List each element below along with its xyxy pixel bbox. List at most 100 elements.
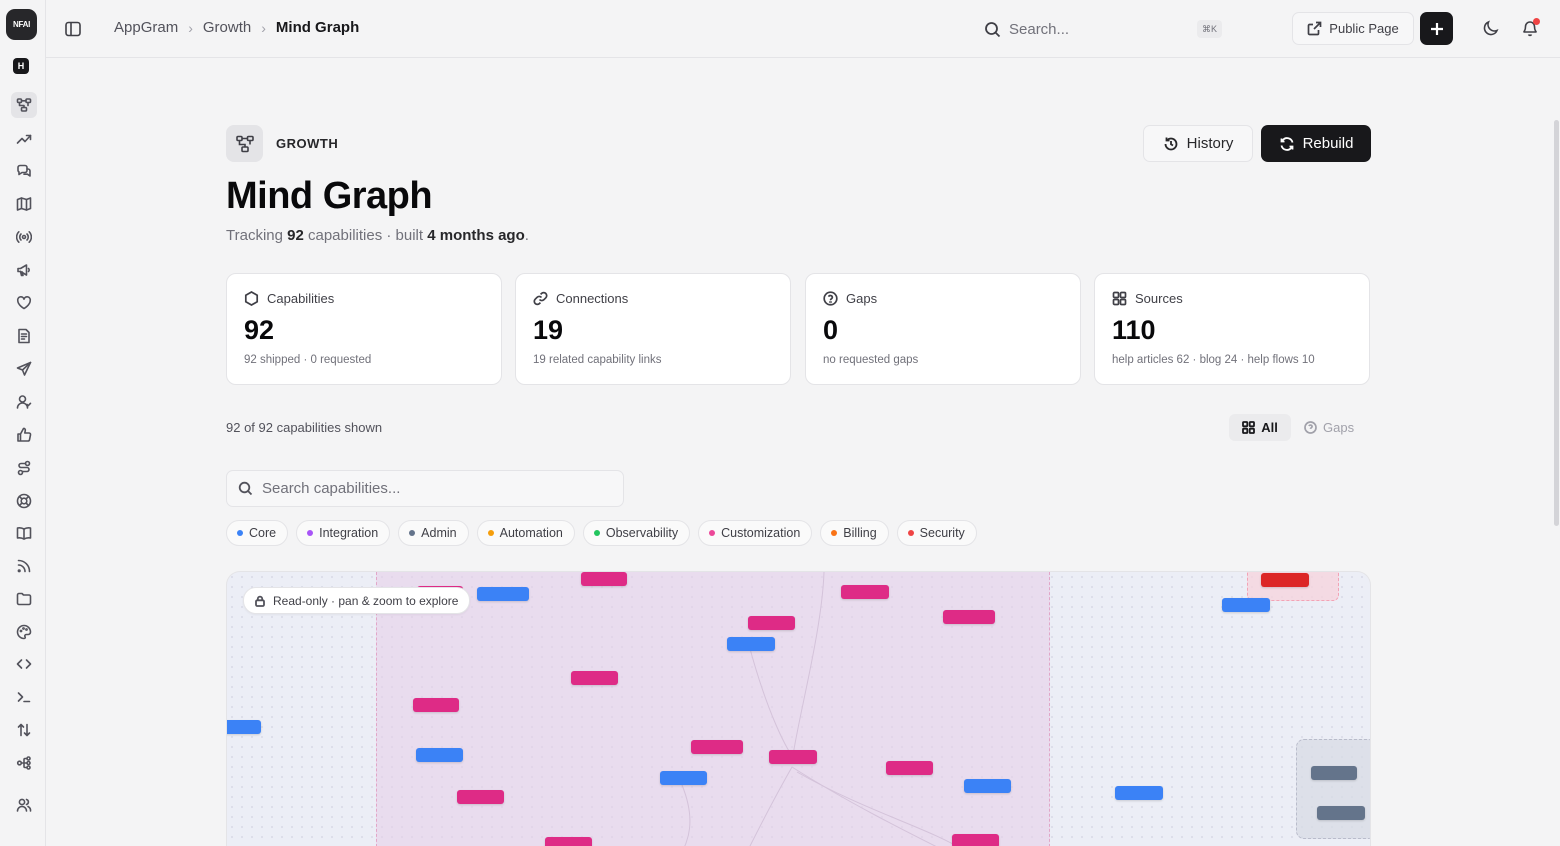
stat-label: Connections xyxy=(556,291,629,306)
graph-node[interactable] xyxy=(727,637,775,651)
support-icon[interactable] xyxy=(11,488,37,514)
graph-node[interactable] xyxy=(1261,573,1309,587)
section-label: GROWTH xyxy=(276,136,339,151)
graph-node[interactable] xyxy=(416,748,463,762)
graph-node[interactable] xyxy=(1317,806,1365,820)
dot-icon xyxy=(831,530,838,536)
graph-node[interactable] xyxy=(748,616,795,630)
sidebar-toggle-icon[interactable] xyxy=(64,20,82,38)
graph-node[interactable] xyxy=(571,671,618,685)
graph-node[interactable] xyxy=(227,720,261,734)
roadmap-icon[interactable] xyxy=(11,191,37,217)
graph-node[interactable] xyxy=(660,771,707,785)
top-bar: AppGram › Growth › Mind Graph xyxy=(46,0,1560,58)
history-label: History xyxy=(1186,135,1234,152)
stat-label: Capabilities xyxy=(267,291,335,306)
capability-search[interactable] xyxy=(226,470,624,507)
stat-card-capabilities: Capabilities 92 92 shipped · 0 requested xyxy=(226,273,502,385)
view-gaps-toggle[interactable]: Gaps xyxy=(1304,414,1364,441)
capability-search-input[interactable] xyxy=(262,480,602,497)
workflow-icon[interactable] xyxy=(11,455,37,481)
graph-node[interactable] xyxy=(413,698,459,712)
terminal-icon[interactable] xyxy=(11,684,37,710)
graph-node[interactable] xyxy=(1115,786,1163,800)
page-subtitle: Tracking 92 capabilities · built 4 month… xyxy=(226,227,529,244)
external-link-icon xyxy=(1307,21,1322,36)
global-search[interactable]: Search... xyxy=(984,17,1226,41)
refresh-icon xyxy=(1280,136,1293,151)
chevron-right-icon: › xyxy=(261,19,266,36)
mind-graph-canvas[interactable]: Read-only · pan & zoom to explore xyxy=(226,571,1371,846)
plus-icon xyxy=(1430,22,1443,35)
app-logo[interactable]: NFAI xyxy=(6,9,37,40)
stat-value: 0 xyxy=(823,315,839,345)
breadcrumb-appgram[interactable]: AppGram xyxy=(114,19,179,36)
send-icon[interactable] xyxy=(11,356,37,382)
chip-billing[interactable]: Billing xyxy=(820,520,889,546)
user-icon[interactable] xyxy=(11,389,37,415)
rss-icon[interactable] xyxy=(11,553,37,579)
graph-node[interactable] xyxy=(545,837,592,846)
stat-value: 92 xyxy=(244,315,275,345)
graph-node[interactable] xyxy=(952,834,999,846)
link-icon xyxy=(533,291,548,306)
public-page-label: Public Page xyxy=(1329,21,1399,36)
graph-node[interactable] xyxy=(477,587,529,601)
stat-label: Sources xyxy=(1135,291,1183,306)
graph-node[interactable] xyxy=(841,585,889,599)
chip-integration[interactable]: Integration xyxy=(296,520,391,546)
stat-card-connections: Connections 19 19 related capability lin… xyxy=(515,273,791,385)
megaphone-icon[interactable] xyxy=(11,257,37,283)
chip-automation[interactable]: Automation xyxy=(476,520,575,546)
history-button[interactable]: History xyxy=(1143,125,1253,162)
graph-node[interactable] xyxy=(581,572,627,586)
scrollbar[interactable] xyxy=(1554,120,1559,526)
graph-node[interactable] xyxy=(1311,766,1357,780)
sort-icon[interactable] xyxy=(11,717,37,743)
breadcrumb-growth[interactable]: Growth xyxy=(202,19,252,36)
chip-admin[interactable]: Admin xyxy=(398,520,469,546)
thumbs-up-icon[interactable] xyxy=(11,422,37,448)
graph-node[interactable] xyxy=(691,740,743,754)
graph-node[interactable] xyxy=(886,761,933,775)
graph-node[interactable] xyxy=(769,750,817,764)
graph-node[interactable] xyxy=(943,610,995,624)
dot-icon xyxy=(487,530,494,536)
moon-icon[interactable] xyxy=(1482,19,1502,39)
team-icon[interactable] xyxy=(11,792,37,818)
chip-label: Billing xyxy=(843,526,877,540)
palette-icon[interactable] xyxy=(11,619,37,645)
chip-observability[interactable]: Observability xyxy=(582,520,691,546)
question-icon xyxy=(1304,421,1317,434)
workspace-avatar[interactable]: H xyxy=(13,58,29,74)
chip-label: Observability xyxy=(605,526,679,540)
rebuild-button[interactable]: Rebuild xyxy=(1261,125,1371,162)
create-button[interactable] xyxy=(1420,12,1453,45)
graph-node[interactable] xyxy=(964,779,1011,793)
integrations-icon[interactable] xyxy=(11,750,37,776)
code-icon[interactable] xyxy=(11,651,37,677)
chip-security[interactable]: Security xyxy=(896,520,977,546)
bell-icon[interactable] xyxy=(1521,19,1541,39)
graph-node[interactable] xyxy=(1222,598,1270,612)
chip-customization[interactable]: Customization xyxy=(698,520,813,546)
built-ago: 4 months ago xyxy=(427,227,525,244)
book-icon[interactable] xyxy=(11,520,37,546)
public-page-button[interactable]: Public Page xyxy=(1292,12,1414,45)
mind-graph-icon[interactable] xyxy=(11,92,37,118)
graph-node[interactable] xyxy=(457,790,504,804)
capability-count: 92 xyxy=(287,227,304,244)
document-icon[interactable] xyxy=(11,323,37,349)
stat-note: help articles 62 · blog 24 · help flows … xyxy=(1112,354,1315,366)
view-all-toggle[interactable]: All xyxy=(1229,414,1291,441)
broadcast-icon[interactable] xyxy=(11,224,37,250)
heart-icon[interactable] xyxy=(11,290,37,316)
stat-label: Gaps xyxy=(846,291,878,306)
stat-card-gaps: Gaps 0 no requested gaps xyxy=(805,273,1081,385)
chip-core[interactable]: Core xyxy=(226,520,289,546)
folder-icon[interactable] xyxy=(11,586,37,612)
trending-icon[interactable] xyxy=(11,126,37,152)
dot-icon xyxy=(907,530,914,536)
stat-note: 19 related capability links xyxy=(533,354,662,366)
chat-icon[interactable] xyxy=(11,158,37,184)
